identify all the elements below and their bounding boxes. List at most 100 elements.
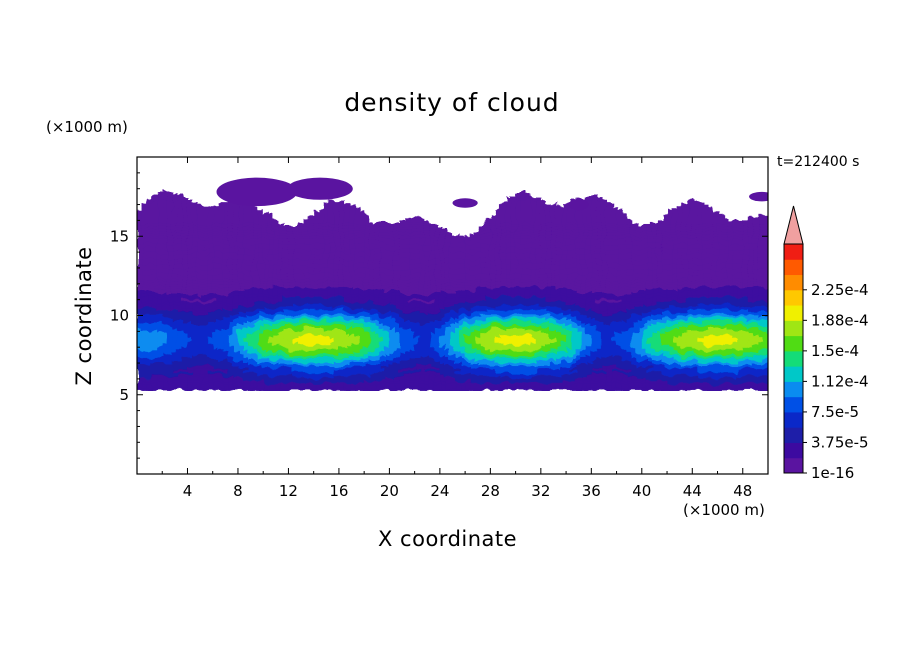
density-cell	[187, 222, 194, 227]
density-cell	[333, 337, 340, 341]
density-cell	[409, 329, 416, 333]
density-cell	[394, 349, 401, 353]
density-cell	[404, 377, 411, 381]
density-cell	[268, 387, 274, 391]
density-cell	[202, 248, 209, 252]
density-cell	[374, 288, 380, 293]
density-cell	[147, 205, 153, 209]
density-cell	[460, 331, 466, 336]
density-cell	[379, 367, 385, 371]
density-cell	[338, 200, 345, 204]
density-cell	[268, 230, 274, 234]
density-cell	[394, 268, 401, 272]
density-cell	[243, 349, 249, 353]
density-cell	[187, 286, 194, 290]
density-cell	[424, 385, 431, 389]
density-cell	[268, 301, 274, 305]
density-cell	[379, 278, 385, 282]
density-cell	[308, 380, 315, 384]
density-cell	[490, 253, 497, 257]
density-cell	[137, 271, 143, 275]
density-cell	[455, 286, 461, 290]
density-cell	[470, 370, 476, 374]
density-cell	[480, 288, 486, 293]
density-cell	[308, 286, 315, 290]
density-cell	[389, 375, 396, 379]
density-cell	[308, 260, 315, 265]
density-cell	[323, 283, 330, 287]
density-cell	[349, 222, 355, 227]
density-cell	[227, 372, 234, 376]
density-cell	[449, 248, 456, 252]
density-cell	[394, 304, 401, 308]
density-cell	[394, 329, 401, 333]
density-cell	[399, 286, 406, 290]
density-cell	[414, 370, 421, 374]
density-cell	[222, 380, 229, 384]
density-cell	[414, 260, 421, 265]
density-cell	[460, 316, 466, 320]
density-cell	[323, 309, 330, 313]
density-cell	[202, 362, 209, 366]
density-cell	[414, 293, 421, 298]
density-cell	[343, 334, 350, 338]
density-cell	[475, 352, 481, 356]
density-cell	[364, 217, 370, 221]
density-cell	[419, 380, 426, 384]
density-cell	[465, 354, 471, 358]
density-cell	[460, 304, 466, 308]
density-cell	[328, 266, 335, 270]
density-cell	[167, 316, 173, 320]
density-cell	[308, 314, 315, 318]
density-cell	[157, 362, 163, 366]
density-cell	[162, 324, 168, 328]
density-cell	[449, 306, 456, 310]
density-cell	[152, 220, 158, 224]
density-cell	[273, 240, 279, 244]
density-cell	[485, 367, 491, 371]
density-cell	[439, 230, 446, 234]
density-cell	[414, 334, 421, 338]
density-cell	[449, 347, 456, 351]
density-cell	[424, 372, 431, 376]
density-cell	[177, 268, 184, 272]
density-cell	[207, 281, 214, 285]
density-cell	[147, 372, 153, 376]
density-cell	[333, 233, 340, 237]
density-cell	[187, 339, 194, 343]
density-cell	[197, 250, 204, 254]
density-cell	[288, 286, 295, 290]
density-cell	[424, 296, 431, 300]
density-cell	[283, 324, 290, 328]
density-cell	[328, 281, 335, 285]
density-cell	[364, 329, 370, 333]
density-cell	[318, 255, 325, 260]
density-cell	[323, 347, 330, 351]
density-cell	[303, 266, 310, 270]
density-cell	[354, 212, 360, 216]
density-cell	[142, 210, 148, 214]
density-cell	[192, 344, 199, 348]
density-cell	[248, 245, 254, 249]
density-cell	[298, 334, 305, 338]
density-cell	[152, 306, 158, 310]
density-cell	[404, 370, 411, 374]
density-cell	[137, 217, 143, 221]
density-cell	[349, 299, 355, 303]
density-cell	[323, 339, 330, 343]
density-cell	[369, 357, 375, 361]
density-cell	[354, 293, 360, 298]
density-cell	[248, 230, 254, 234]
density-cell	[480, 286, 486, 290]
density-cell	[258, 217, 264, 221]
density-cell	[232, 228, 239, 232]
density-cell	[318, 238, 325, 242]
density-cell	[333, 283, 340, 287]
density-cell	[278, 235, 284, 239]
density-cell	[293, 243, 300, 247]
density-cell	[455, 268, 461, 272]
density-cell	[379, 245, 385, 249]
density-cell	[217, 380, 224, 384]
density-cell	[384, 367, 390, 371]
density-cell	[313, 245, 320, 249]
